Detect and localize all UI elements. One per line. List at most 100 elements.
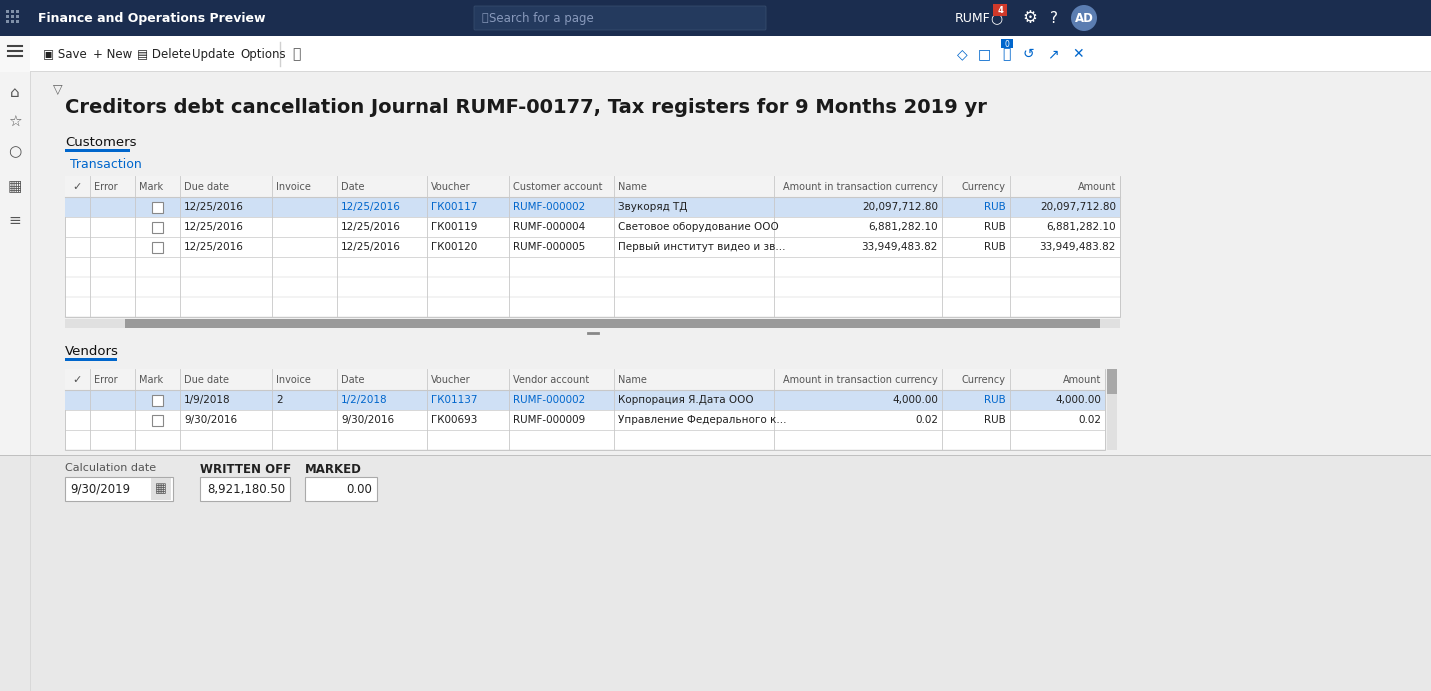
Bar: [0, 71, 1431, 72]
Text: RUMF-000002: RUMF-000002: [512, 395, 585, 405]
Text: 20,097,712.80: 20,097,712.80: [861, 202, 937, 212]
Text: 1/2/2018: 1/2/2018: [341, 395, 388, 405]
Text: Creditors debt cancellation Journal RUMF-00177, Tax registers for 9 Months 2019 : Creditors debt cancellation Journal RUMF…: [64, 97, 987, 117]
Text: ⌕: ⌕: [292, 47, 301, 61]
Bar: [0, 36, 1431, 72]
Bar: [152, 415, 163, 426]
Text: ☆: ☆: [9, 115, 21, 129]
Text: 0: 0: [1005, 39, 1009, 48]
Text: 6,881,282.10: 6,881,282.10: [869, 222, 937, 232]
Bar: [11, 10, 14, 13]
Text: ✓: ✓: [73, 375, 82, 384]
Bar: [124, 319, 1100, 328]
Text: ○: ○: [9, 144, 21, 160]
Bar: [6, 20, 9, 23]
Bar: [152, 241, 163, 252]
Text: ГК00119: ГК00119: [431, 222, 478, 232]
Bar: [1108, 369, 1118, 394]
Text: RUMF-000005: RUMF-000005: [512, 242, 585, 252]
Text: ↺: ↺: [1022, 47, 1033, 61]
Bar: [305, 477, 376, 501]
Text: 9/30/2019: 9/30/2019: [70, 482, 130, 495]
Text: Transaction: Transaction: [70, 158, 142, 171]
Text: 12/25/2016: 12/25/2016: [185, 202, 243, 212]
Text: 33,949,483.82: 33,949,483.82: [1040, 242, 1116, 252]
Bar: [64, 176, 1120, 317]
Text: 2: 2: [276, 395, 283, 405]
Text: 4: 4: [997, 6, 1003, 15]
Text: RUMF-000002: RUMF-000002: [512, 202, 585, 212]
Text: Amount: Amount: [1078, 182, 1116, 191]
Text: ⓪: ⓪: [1002, 47, 1010, 61]
Text: Voucher: Voucher: [431, 182, 471, 191]
Text: 12/25/2016: 12/25/2016: [341, 202, 401, 212]
Text: Invoice: Invoice: [276, 375, 311, 384]
Text: □: □: [977, 47, 990, 61]
Text: Currency: Currency: [962, 182, 1006, 191]
Text: AD: AD: [1075, 12, 1093, 24]
Bar: [16, 15, 19, 18]
Text: Update: Update: [192, 48, 235, 61]
Bar: [152, 395, 163, 406]
Text: ≡: ≡: [9, 213, 21, 227]
Bar: [152, 202, 163, 213]
Bar: [152, 222, 163, 232]
Text: ⚙: ⚙: [1022, 9, 1037, 27]
Text: Currency: Currency: [962, 375, 1006, 384]
Text: Due date: Due date: [185, 375, 229, 384]
Text: 20,097,712.80: 20,097,712.80: [1040, 202, 1116, 212]
Bar: [31, 72, 1431, 691]
Text: Корпорация Я.Дата ООО: Корпорация Я.Дата ООО: [618, 395, 754, 405]
Text: Due date: Due date: [185, 182, 229, 191]
Bar: [64, 197, 1120, 217]
Text: RUMF-000004: RUMF-000004: [512, 222, 585, 232]
Bar: [0, 72, 30, 691]
Bar: [11, 15, 14, 18]
Bar: [64, 390, 1105, 410]
Bar: [1002, 39, 1013, 48]
Bar: [0, 455, 1431, 691]
Text: + New: + New: [93, 48, 132, 61]
Bar: [64, 319, 1120, 328]
Bar: [64, 149, 130, 151]
Text: ГК00693: ГК00693: [431, 415, 478, 425]
Circle shape: [1070, 5, 1098, 31]
Text: 33,949,483.82: 33,949,483.82: [861, 242, 937, 252]
Text: 12/25/2016: 12/25/2016: [185, 222, 243, 232]
Text: Vendors: Vendors: [64, 345, 119, 357]
Text: ◇: ◇: [957, 47, 967, 61]
Text: ▣ Save: ▣ Save: [43, 48, 87, 61]
Text: ⌂: ⌂: [10, 84, 20, 100]
Bar: [993, 4, 1007, 16]
Text: RUB: RUB: [985, 242, 1006, 252]
Text: ▦: ▦: [7, 180, 23, 194]
Text: Calculation date: Calculation date: [64, 463, 156, 473]
Bar: [1108, 369, 1118, 450]
Text: 4,000.00: 4,000.00: [892, 395, 937, 405]
Text: Name: Name: [618, 375, 647, 384]
Text: MARKED: MARKED: [305, 463, 362, 476]
Text: ?: ?: [1050, 10, 1058, 26]
Text: 1/9/2018: 1/9/2018: [185, 395, 230, 405]
Text: 6,881,282.10: 6,881,282.10: [1046, 222, 1116, 232]
Text: Voucher: Voucher: [431, 375, 471, 384]
Bar: [0, 36, 30, 72]
Text: 12/25/2016: 12/25/2016: [341, 242, 401, 252]
Bar: [64, 477, 173, 501]
Text: 12/25/2016: 12/25/2016: [185, 242, 243, 252]
Text: Search for a page: Search for a page: [489, 12, 594, 24]
Text: ✕: ✕: [1072, 47, 1083, 61]
Text: RUMF: RUMF: [954, 12, 990, 24]
Text: ГК01137: ГК01137: [431, 395, 478, 405]
Text: Customers: Customers: [64, 135, 136, 149]
Bar: [0, 455, 1431, 456]
Text: RUB: RUB: [985, 415, 1006, 425]
Text: ГК00120: ГК00120: [431, 242, 478, 252]
Bar: [64, 369, 1105, 450]
Text: ↗: ↗: [1047, 47, 1059, 61]
Text: Name: Name: [618, 182, 647, 191]
Text: 4,000.00: 4,000.00: [1055, 395, 1100, 405]
Text: ⌕: ⌕: [481, 13, 488, 23]
Text: RUB: RUB: [985, 395, 1006, 405]
Text: ▽: ▽: [53, 82, 63, 95]
